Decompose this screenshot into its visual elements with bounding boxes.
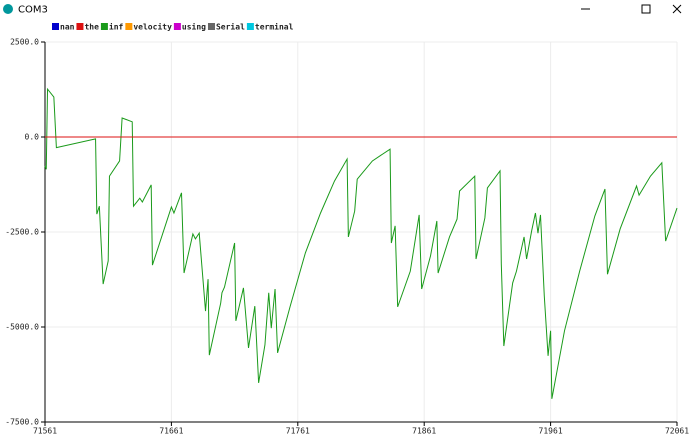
y-tick-label: -2500.0	[5, 228, 39, 237]
y-tick-label: -5000.0	[5, 323, 39, 332]
x-tick-label: 71961	[539, 427, 563, 436]
legend-label: inf	[109, 22, 124, 32]
title-bar	[0, 0, 690, 18]
legend-swatch	[246, 23, 254, 30]
legend-swatch	[125, 23, 133, 30]
legend-label: terminal	[255, 22, 294, 32]
maximize-button[interactable]	[641, 4, 651, 14]
x-tick-label: 71761	[286, 427, 310, 436]
legend-label: the	[84, 23, 99, 32]
legend: nan the inf velocity using Serial terminal	[52, 22, 294, 32]
y-tick-label: 2500.0	[10, 38, 39, 47]
legend-swatch	[207, 23, 215, 30]
close-button[interactable]	[672, 4, 682, 14]
series-line	[44, 87, 678, 399]
x-tick-label: 71661	[159, 427, 183, 436]
legend-label: nan	[60, 23, 75, 32]
legend-label: velocity	[133, 22, 172, 32]
x-tick-label: 71861	[412, 427, 436, 436]
y-tick-label: 0.0	[25, 133, 40, 142]
x-tick-label: 71561	[33, 427, 57, 436]
legend-swatch	[100, 23, 108, 30]
y-tick-label: -7500.0	[5, 418, 39, 427]
window-title: COM3	[18, 5, 48, 16]
legend-swatch	[173, 23, 181, 30]
legend-label: using	[182, 22, 206, 32]
x-tick-label: 72061	[665, 427, 689, 436]
legend-swatch	[52, 23, 59, 30]
legend-label: Serial	[216, 22, 245, 32]
app-icon	[3, 4, 13, 14]
legend-swatch	[76, 23, 84, 30]
